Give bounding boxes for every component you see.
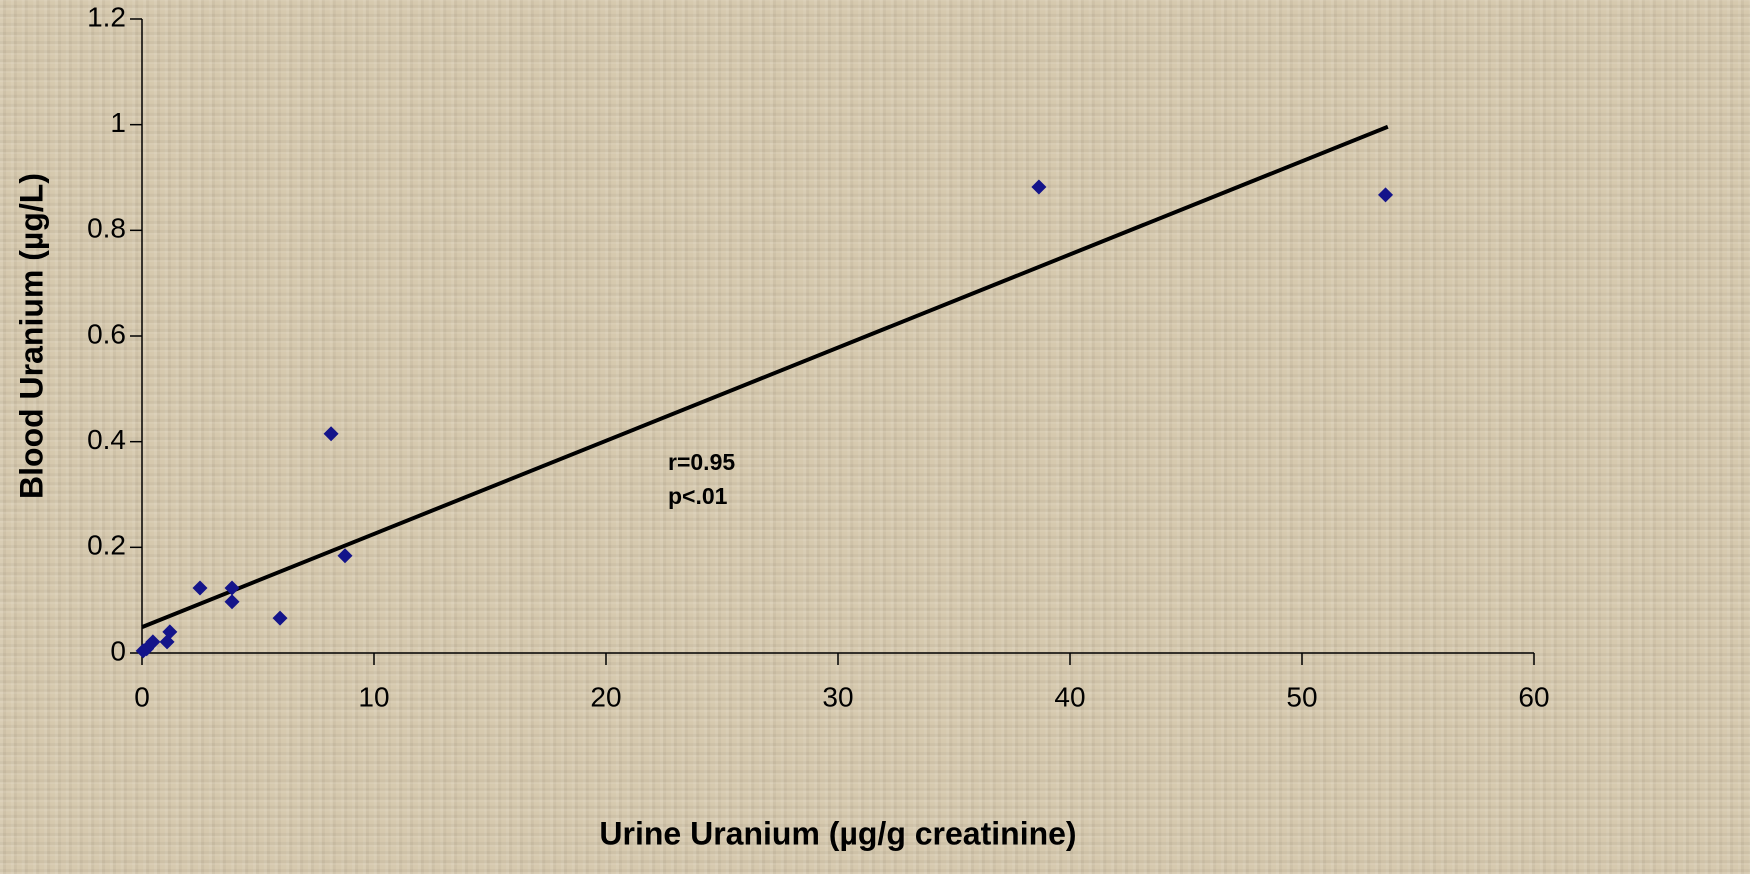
x-tick-label: 50: [1286, 681, 1317, 712]
point: [1031, 179, 1047, 195]
point: [159, 634, 175, 650]
y-tick-label: 0: [110, 635, 126, 666]
point: [192, 580, 208, 596]
point: [1378, 187, 1394, 203]
annotation: p<.01: [668, 483, 728, 509]
point: [337, 548, 353, 564]
trendline: [141, 124, 1389, 629]
y-tick-label: 1.2: [87, 1, 126, 32]
point: [224, 580, 240, 596]
y-tick-label: 1: [110, 107, 126, 138]
x-tick-label: 40: [1054, 681, 1085, 712]
y-tick-label: 0.8: [87, 213, 126, 244]
point: [323, 426, 339, 442]
x-tick-label: 0: [134, 681, 150, 712]
y-tick-label: 0.6: [87, 318, 126, 349]
x-tick-label: 20: [590, 681, 621, 712]
point: [135, 643, 151, 659]
x-tick-label: 30: [822, 681, 853, 712]
y-tick-label: 0.2: [87, 530, 126, 561]
x-tick-label: 10: [358, 681, 389, 712]
x-axis-title: Urine Uranium (µg/g creatinine): [599, 815, 1076, 851]
annotation: r=0.95: [668, 449, 735, 475]
point: [224, 594, 240, 610]
y-axis-title: Blood Uranium (µg/L): [13, 173, 49, 499]
y-tick-label: 0.4: [87, 424, 126, 455]
point: [272, 610, 288, 626]
x-tick-label: 60: [1518, 681, 1549, 712]
